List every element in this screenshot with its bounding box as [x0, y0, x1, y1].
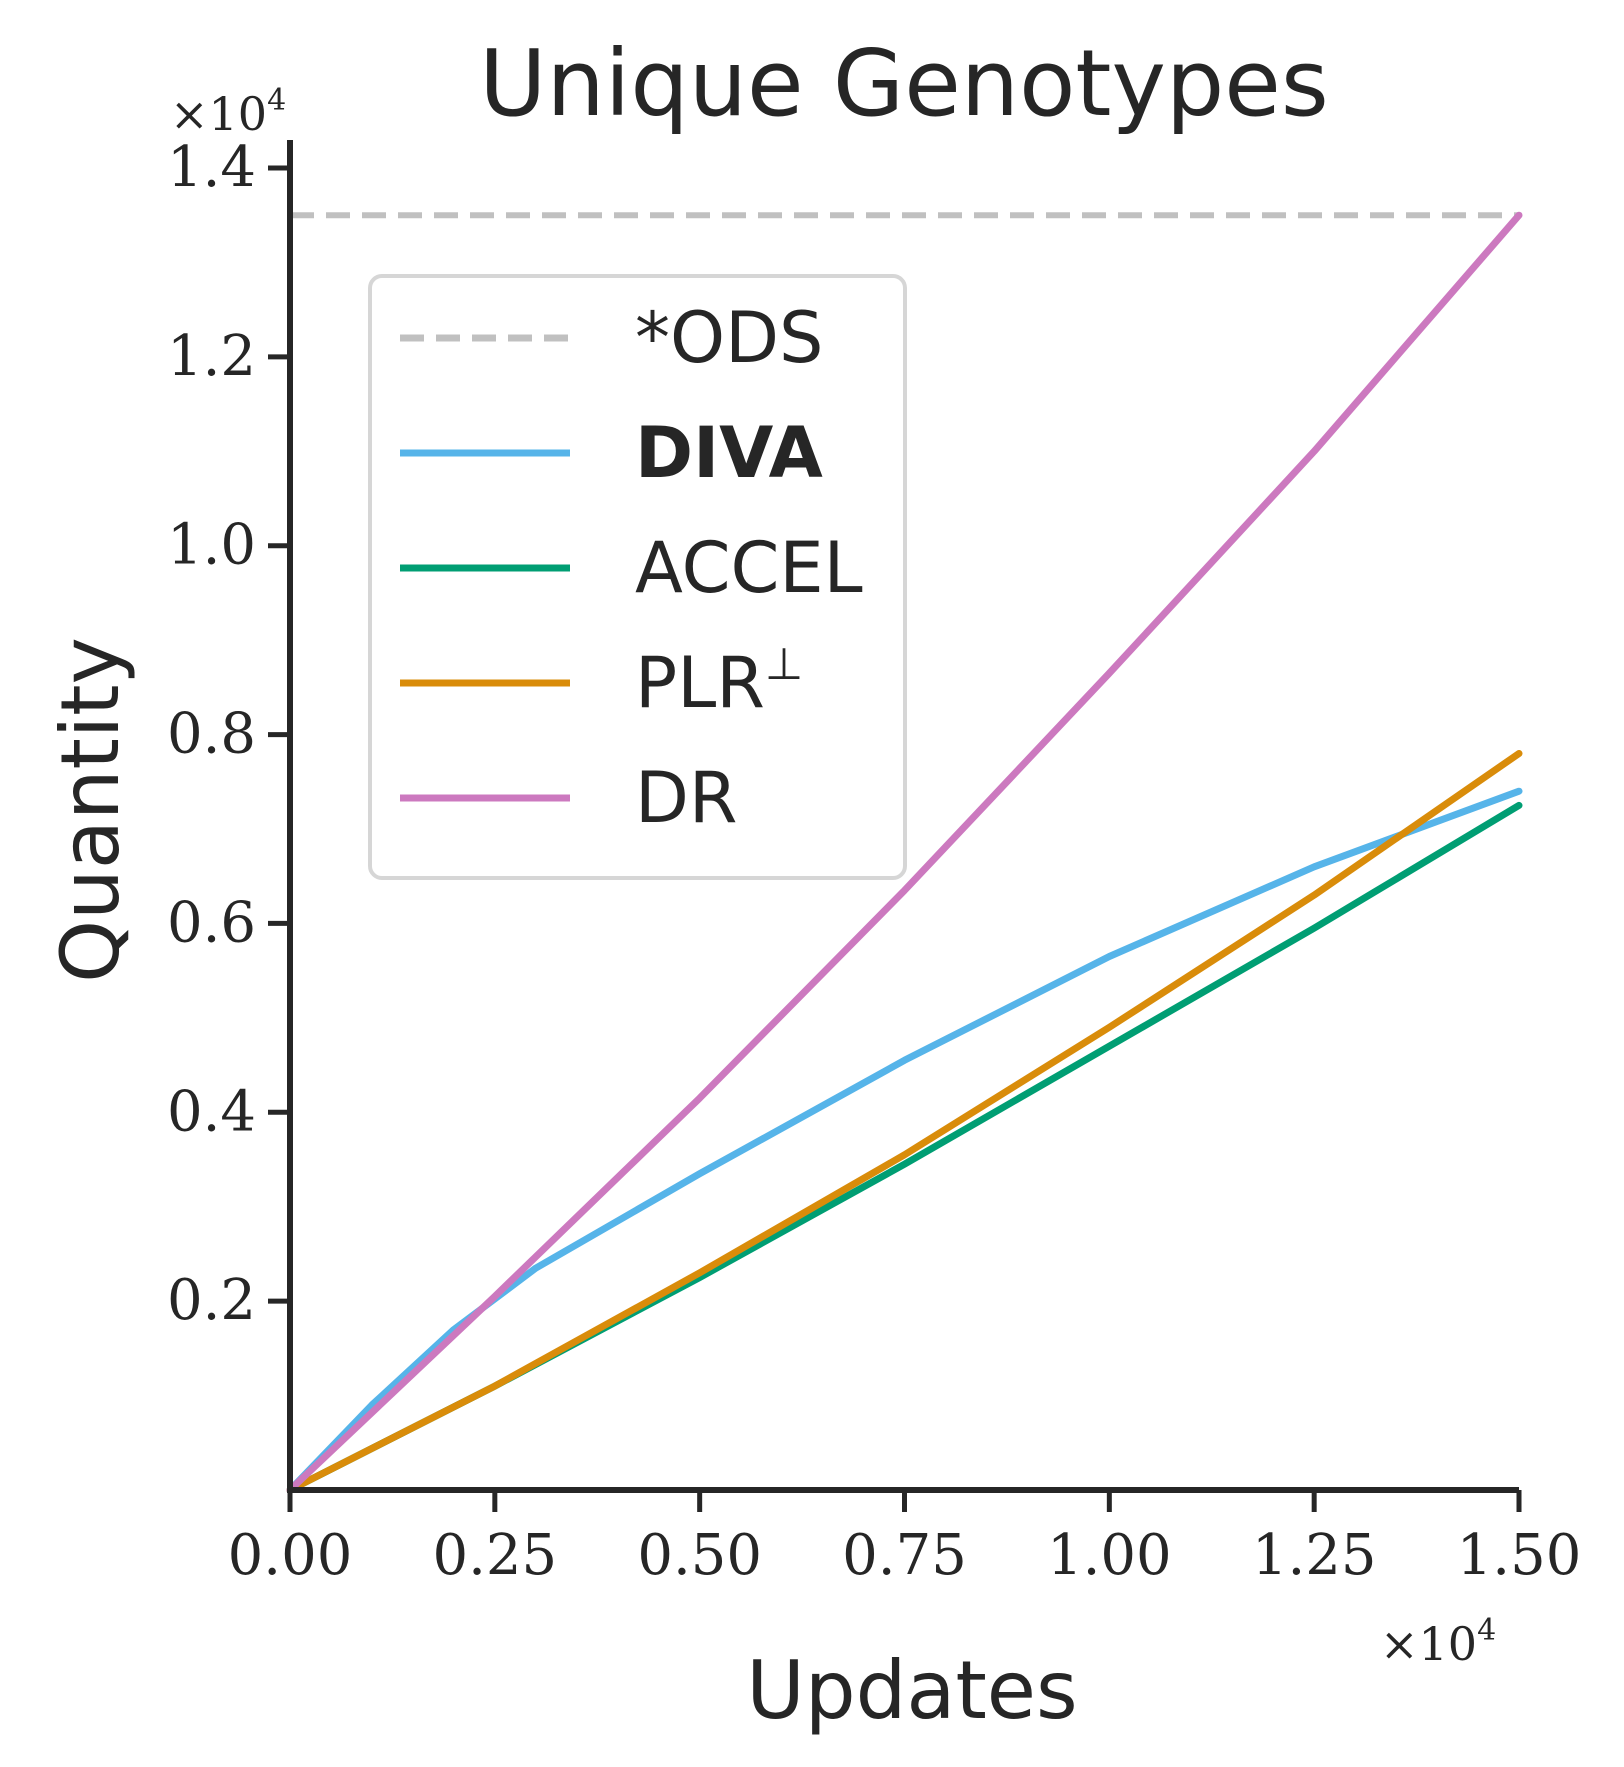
legend-label-plr: PLR⊥: [635, 639, 803, 724]
series-line-plr: [286, 750, 1523, 1494]
legend-label-accel: ACCEL: [635, 527, 863, 609]
series-line-dr: [286, 211, 1523, 1494]
legend-label-diva: DIVA: [635, 412, 823, 494]
ticks: 0.00 0.25 0.50 0.75 1.00 1.25 1.50 0.2 0.4 0.6 0.8…: [167, 135, 1581, 1588]
x-multiplier: ×104: [1380, 1613, 1496, 1671]
x-axis-label: Updates: [746, 1644, 1077, 1737]
legend-label-dr: DR: [635, 757, 738, 839]
y-multiplier-exponent: 4: [267, 83, 286, 118]
legend-frame: [368, 274, 907, 880]
y-tick-label: 0.2: [167, 1268, 256, 1333]
svg-text:×104: ×104: [170, 83, 286, 141]
x-tick-label: 0.50: [637, 1523, 762, 1588]
y-tick-label: 1.2: [167, 324, 256, 389]
series-line-diva: [286, 787, 1523, 1494]
y-tick-label: 0.8: [167, 702, 256, 767]
x-tick-label: 0.75: [842, 1523, 967, 1588]
plot-area: [286, 211, 1523, 1494]
y-tick-label: 0.6: [167, 890, 256, 955]
x-tick-label: 1.00: [1047, 1523, 1172, 1588]
x-tick-label: 1.25: [1252, 1523, 1377, 1588]
x-multiplier-exponent: 4: [1477, 1613, 1496, 1648]
y-multiplier: ×104: [170, 83, 286, 141]
y-multiplier-base: ×10: [170, 87, 267, 141]
chart-title: Unique Genotypes: [479, 30, 1329, 137]
legend: *ODS DIVA ACCEL PLR⊥ DR: [368, 274, 907, 880]
legend-label-ods: *ODS: [635, 297, 823, 379]
y-axis-label: Quantity: [44, 637, 137, 983]
y-tick-label: 0.4: [167, 1079, 256, 1144]
x-tick-label: 0.25: [432, 1523, 557, 1588]
x-multiplier-base: ×10: [1380, 1617, 1477, 1671]
svg-text:×104: ×104: [1380, 1613, 1496, 1671]
x-tick-label: 1.50: [1457, 1523, 1582, 1588]
x-tick-label: 0.00: [228, 1523, 353, 1588]
y-tick-label: 1.0: [167, 513, 256, 578]
series-line-accel: [286, 801, 1523, 1494]
y-tick-label: 1.4: [167, 135, 256, 200]
